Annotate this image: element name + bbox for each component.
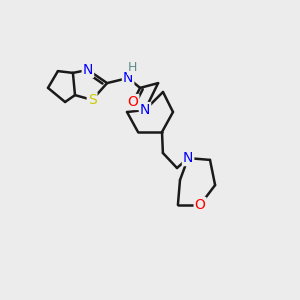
Text: N: N — [140, 103, 150, 117]
Text: O: O — [195, 198, 206, 212]
Text: S: S — [88, 93, 97, 107]
Text: O: O — [128, 95, 138, 109]
Text: H: H — [123, 71, 133, 85]
Text: N: N — [83, 63, 93, 77]
Text: N: N — [123, 71, 133, 85]
Text: N: N — [183, 151, 193, 165]
Text: H: H — [128, 61, 137, 74]
